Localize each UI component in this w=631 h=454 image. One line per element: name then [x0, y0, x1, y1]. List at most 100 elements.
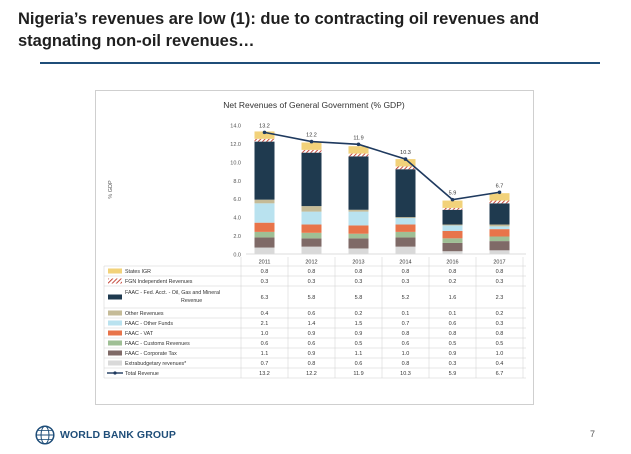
- total-revenue-data-label: 12.2: [306, 133, 317, 139]
- bar-segment: [348, 225, 369, 234]
- bar-segment: [442, 225, 463, 231]
- bar-segment: [442, 224, 463, 226]
- table-cell: 5.9: [449, 371, 457, 377]
- bar-segment: [395, 166, 416, 170]
- bar-segment: [442, 230, 463, 239]
- table-cell: 0.6: [355, 361, 363, 367]
- legend-key: [108, 340, 122, 346]
- table-cell: 0.8: [402, 361, 410, 367]
- y-tick-label: 14.0: [230, 124, 241, 130]
- table-cell: 0.3: [402, 279, 410, 285]
- legend-label: FAAC - Customs Revenues: [125, 341, 190, 347]
- x-tick-label: 2012: [305, 260, 317, 266]
- x-tick-label: 2016: [446, 260, 458, 266]
- table-cell: 2.1: [261, 321, 269, 327]
- table-cell: 5.2: [402, 295, 410, 301]
- bar-segment: [348, 209, 369, 212]
- slide-title: Nigeria’s revenues are low (1): due to c…: [18, 8, 618, 52]
- table-cell: 0.4: [261, 311, 269, 317]
- total-revenue-data-label: 5.9: [449, 191, 457, 197]
- total-revenue-data-label: 11.9: [353, 135, 363, 141]
- table-cell: 11.9: [353, 371, 363, 377]
- bar-segment: [395, 237, 416, 247]
- x-tick-label: 2014: [399, 260, 411, 266]
- legend-key: [108, 330, 122, 336]
- table-cell: 0.3: [261, 279, 269, 285]
- bar-segment: [442, 200, 463, 208]
- slide-title-line-1: Nigeria’s revenues are low (1): due to c…: [18, 10, 540, 28]
- chart-frame: Net Revenues of General Government (% GD…: [95, 90, 534, 405]
- bar-segment: [301, 224, 322, 233]
- bar-segment: [489, 236, 510, 242]
- table-cell: 0.1: [449, 311, 457, 317]
- bar-segment: [254, 138, 275, 142]
- bar-segment: [489, 203, 510, 225]
- table-cell: 0.6: [308, 311, 316, 317]
- table-cell: 0.9: [449, 351, 457, 357]
- globe-icon: [35, 425, 55, 445]
- table-cell: 0.2: [496, 311, 504, 317]
- bar-segment: [489, 224, 510, 227]
- bar-segment: [301, 211, 322, 225]
- y-tick-label: 10.0: [230, 160, 241, 166]
- table-cell: 0.8: [355, 269, 363, 275]
- table-cell: 0.8: [402, 331, 410, 337]
- x-tick-label: 2011: [259, 260, 271, 266]
- logo-text: WORLD BANK GROUP: [60, 429, 176, 441]
- table-cell: 0.3: [449, 361, 457, 367]
- table-cell: 1.4: [308, 321, 316, 327]
- bar-segment: [348, 146, 369, 154]
- bar-segment: [301, 149, 322, 153]
- bar-segment: [348, 211, 369, 226]
- total-revenue-point: [262, 130, 267, 135]
- chart-title: Net Revenues of General Government (% GD…: [223, 100, 405, 110]
- total-revenue-data-label: 6.7: [496, 183, 504, 189]
- bar-segment: [395, 218, 416, 225]
- y-axis-label: % GDP: [108, 180, 114, 199]
- table-cell: 0.6: [402, 341, 410, 347]
- table-cell: 1.5: [355, 321, 363, 327]
- legend-key: [108, 320, 122, 326]
- table-cell: 10.3: [400, 371, 411, 377]
- bar-segment: [442, 238, 463, 243]
- table-cell: 6.7: [496, 371, 504, 377]
- table-cell: 0.2: [449, 279, 457, 285]
- legend-key: [108, 350, 122, 356]
- table-cell: 0.8: [496, 331, 504, 337]
- bar-segment: [254, 203, 275, 223]
- total-revenue-line: [264, 131, 500, 201]
- y-tick-label: 4.0: [233, 216, 241, 222]
- total-revenue-point: [403, 157, 408, 161]
- table-cell: 0.8: [261, 269, 269, 275]
- slide-title-line-2: stagnating non-oil revenues…: [18, 32, 255, 50]
- legend-label: Total Revenue: [125, 371, 159, 377]
- table-cell: 1.1: [355, 351, 363, 357]
- table-cell: 0.3: [496, 279, 504, 285]
- table-cell: 0.5: [496, 341, 504, 347]
- bar-segment: [489, 193, 510, 201]
- table-cell: 0.1: [402, 311, 410, 317]
- bar-segment: [348, 233, 369, 239]
- bar-segment: [254, 131, 275, 139]
- y-tick-label: 12.0: [230, 142, 241, 148]
- bar-segment: [254, 199, 275, 204]
- table-cell: 0.5: [449, 341, 457, 347]
- table-cell: 0.3: [496, 321, 504, 327]
- legend-label-continued: Revenue: [181, 298, 202, 304]
- legend-label: Extrabudgetary revenues*: [125, 361, 186, 367]
- bar-segment: [489, 241, 510, 251]
- table-cell: 0.6: [449, 321, 457, 327]
- table-cell: 0.9: [308, 351, 316, 357]
- table-cell: 0.8: [449, 269, 457, 275]
- table-cell: 0.8: [308, 269, 316, 275]
- table-cell: 13.2: [259, 371, 270, 377]
- legend-label: FGN Independent Revenues: [125, 279, 193, 285]
- table-cell: 0.2: [355, 311, 363, 317]
- total-revenue-point: [450, 197, 455, 202]
- table-cell: 0.8: [402, 269, 410, 275]
- table-cell: 1.6: [449, 295, 457, 301]
- bar-segment: [395, 231, 416, 238]
- bar-segment: [254, 141, 275, 200]
- bar-segment: [442, 209, 463, 225]
- table-cell: 5.8: [308, 295, 316, 301]
